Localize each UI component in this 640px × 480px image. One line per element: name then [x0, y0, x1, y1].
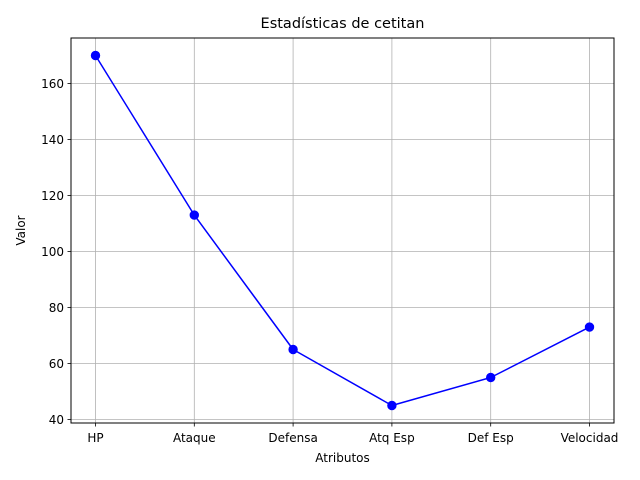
data-point [90, 50, 101, 61]
y-tick-label: 140 [41, 133, 64, 147]
y-tick-label: 120 [41, 189, 64, 203]
y-axis-title: Valor [14, 215, 28, 245]
x-tick-label: Def Esp [468, 431, 514, 445]
axis-ticks: HP Ataque Defensa Atq Esp Def Esp Velocidad 40… [41, 77, 618, 445]
grid-lines [71, 38, 614, 423]
y-tick-label: 80 [49, 301, 64, 315]
data-point [288, 344, 298, 355]
y-tick-label: 60 [49, 357, 64, 371]
series-layer [90, 50, 595, 411]
x-tick-label: Atq Esp [369, 431, 415, 445]
chart-title: Estadísticas de cetitan [261, 16, 425, 32]
x-tick-label: HP [87, 431, 103, 445]
data-point [584, 322, 595, 332]
data-point [486, 372, 496, 383]
x-tick-label: Defensa [268, 431, 317, 445]
x-axis-title: Atributos [315, 451, 370, 465]
y-tick-label: 40 [49, 413, 64, 427]
series-line [94, 55, 590, 407]
plot-frame [70, 37, 615, 424]
data-point [189, 210, 200, 220]
x-tick-label: Ataque [173, 431, 216, 445]
data-point [387, 400, 397, 411]
x-tick-label: Velocidad [561, 431, 619, 445]
y-tick-label: 100 [41, 245, 64, 259]
y-tick-label: 160 [41, 77, 64, 91]
